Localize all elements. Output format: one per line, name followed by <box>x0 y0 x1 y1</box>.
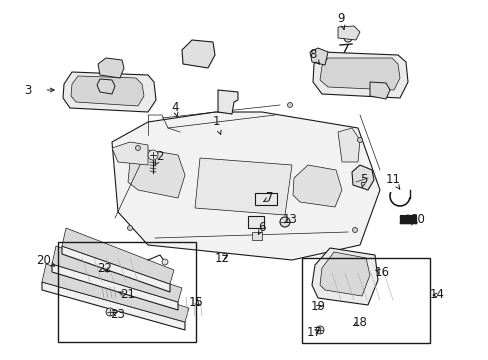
Text: 21: 21 <box>120 288 135 301</box>
Text: 2: 2 <box>156 150 163 163</box>
Text: 11: 11 <box>385 174 400 186</box>
Text: 14: 14 <box>428 288 444 301</box>
Polygon shape <box>63 72 156 112</box>
Circle shape <box>287 103 292 108</box>
Polygon shape <box>98 58 124 78</box>
Text: 22: 22 <box>97 261 112 274</box>
Polygon shape <box>309 48 327 65</box>
Circle shape <box>162 259 168 265</box>
Circle shape <box>352 228 357 233</box>
Polygon shape <box>62 228 174 284</box>
Bar <box>247 216 264 228</box>
Text: 9: 9 <box>337 12 344 24</box>
Polygon shape <box>42 282 184 330</box>
Polygon shape <box>42 264 189 322</box>
Polygon shape <box>182 40 215 68</box>
Polygon shape <box>112 142 148 165</box>
Text: 10: 10 <box>410 213 425 226</box>
Bar <box>254 193 276 205</box>
Circle shape <box>127 225 132 230</box>
Text: 4: 4 <box>171 102 179 114</box>
Polygon shape <box>319 252 369 296</box>
Polygon shape <box>97 79 115 94</box>
Text: 12: 12 <box>214 252 229 265</box>
Polygon shape <box>218 90 238 114</box>
Polygon shape <box>369 82 389 99</box>
Circle shape <box>280 217 289 227</box>
Text: 23: 23 <box>110 309 125 321</box>
Polygon shape <box>337 26 359 40</box>
Polygon shape <box>337 128 359 162</box>
Text: 15: 15 <box>188 296 203 309</box>
Text: 19: 19 <box>310 301 325 314</box>
Bar <box>251 232 262 240</box>
Text: 17: 17 <box>306 325 321 338</box>
Polygon shape <box>195 158 291 215</box>
Circle shape <box>135 145 140 150</box>
Circle shape <box>148 150 158 160</box>
Polygon shape <box>351 165 373 190</box>
Polygon shape <box>52 246 182 302</box>
Polygon shape <box>292 165 341 207</box>
Text: 6: 6 <box>258 221 265 234</box>
Text: 5: 5 <box>360 174 367 186</box>
Polygon shape <box>71 76 143 106</box>
Polygon shape <box>112 112 379 260</box>
Text: 20: 20 <box>37 253 51 266</box>
Text: 3: 3 <box>24 84 32 96</box>
Text: 8: 8 <box>309 49 316 62</box>
Polygon shape <box>319 58 399 90</box>
Circle shape <box>106 308 114 316</box>
Circle shape <box>315 326 324 334</box>
Polygon shape <box>311 248 377 305</box>
Polygon shape <box>312 52 407 98</box>
Bar <box>58 242 196 342</box>
Polygon shape <box>62 246 170 292</box>
Circle shape <box>357 138 362 143</box>
Text: 16: 16 <box>374 265 389 279</box>
Text: 13: 13 <box>282 213 297 226</box>
Polygon shape <box>128 150 184 198</box>
Circle shape <box>343 34 351 42</box>
Text: 18: 18 <box>352 315 366 328</box>
Bar <box>302 258 429 343</box>
Polygon shape <box>52 264 178 310</box>
Text: 1: 1 <box>212 116 219 129</box>
Text: 7: 7 <box>265 192 273 204</box>
